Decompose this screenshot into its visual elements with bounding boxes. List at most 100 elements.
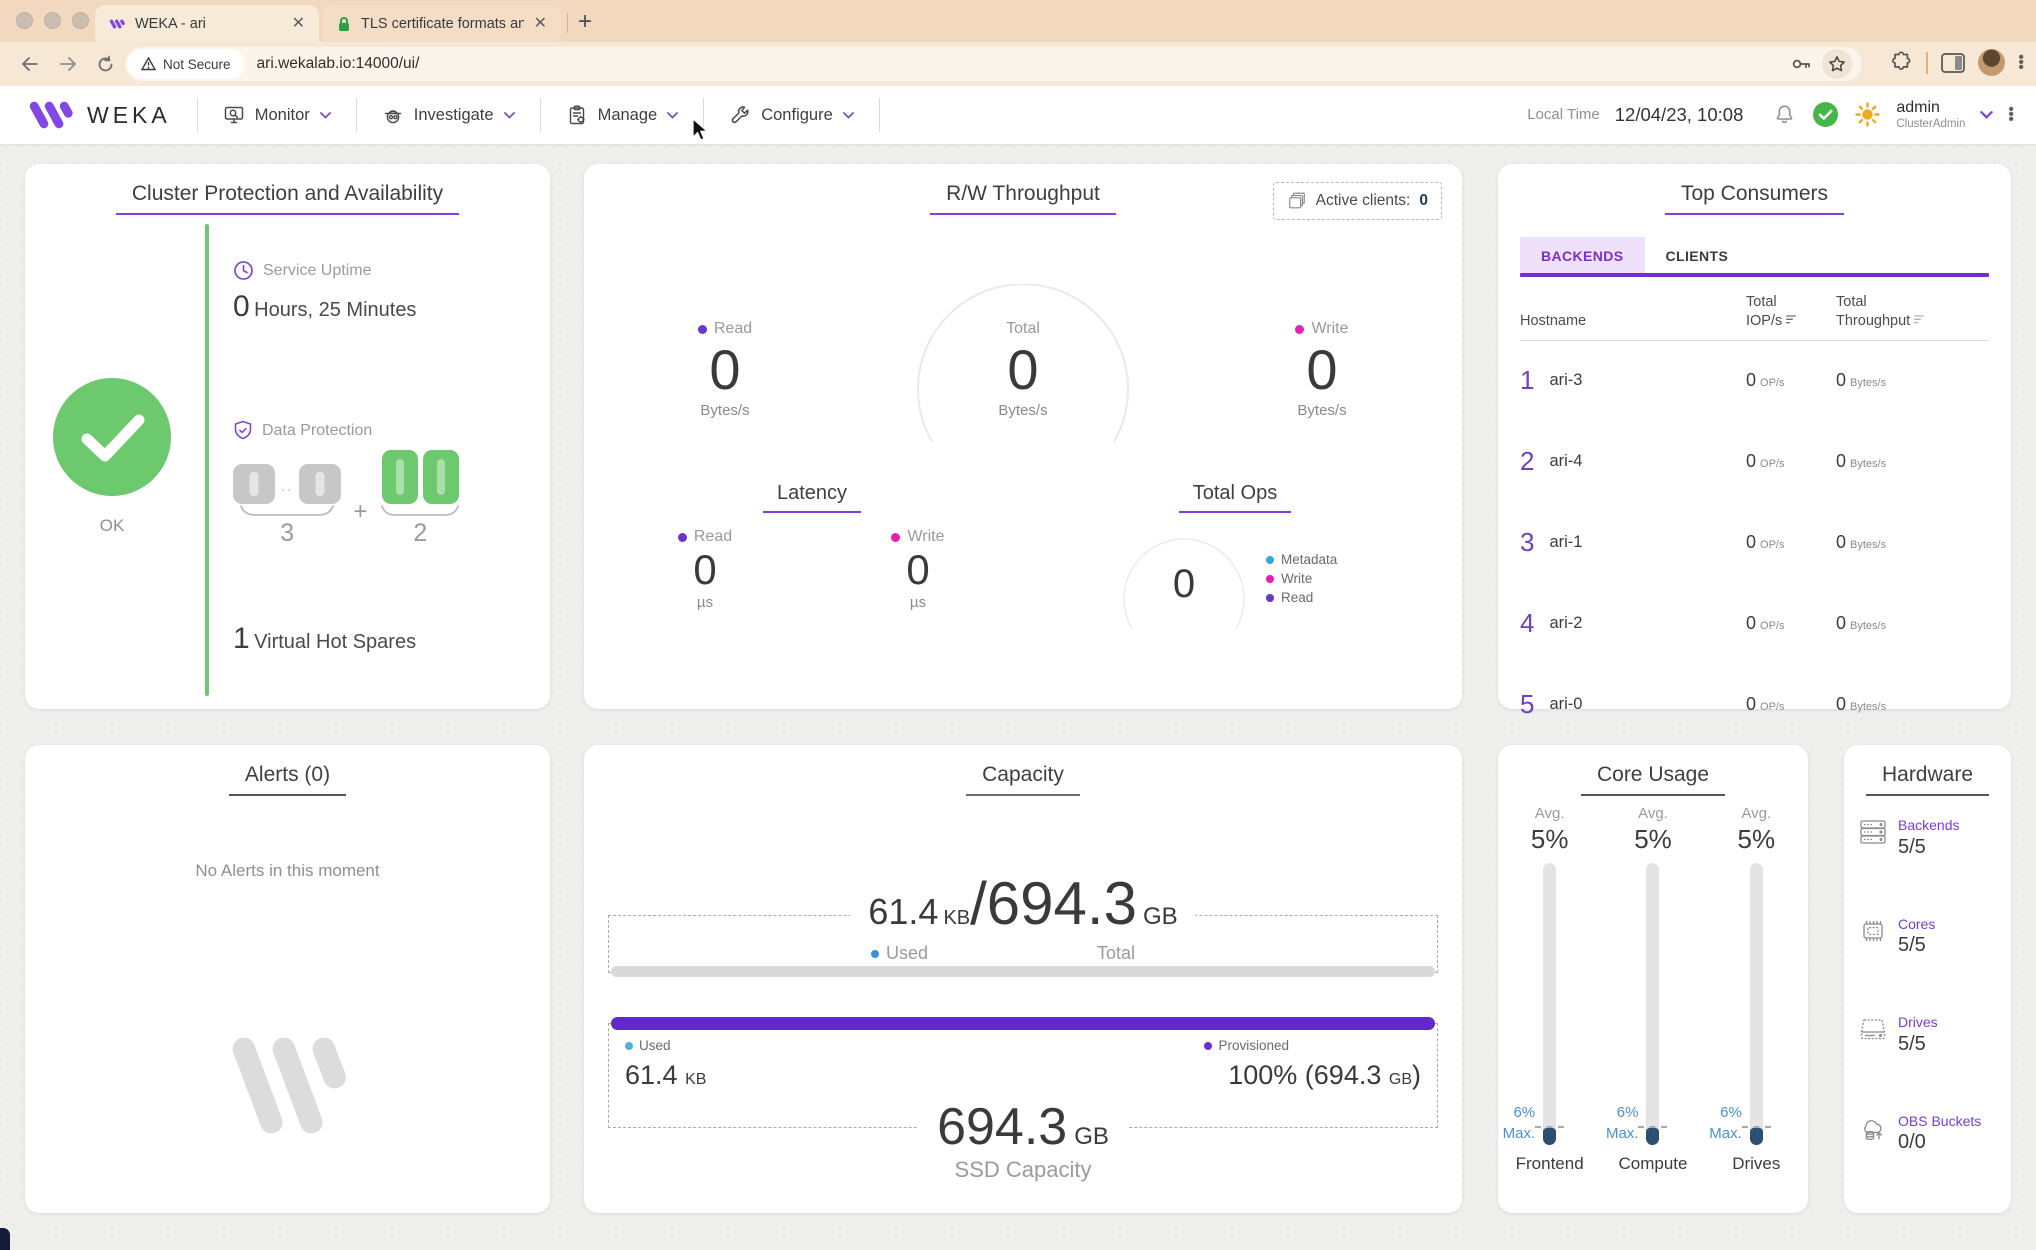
read-dot: [677, 532, 687, 542]
parity-block-count: 2: [413, 519, 428, 547]
security-chip[interactable]: Not Secure: [127, 49, 245, 79]
sort-icon[interactable]: [1914, 315, 1925, 324]
panel-capacity: Capacity 61.4 KB /694.3 GB Used Total Us…: [584, 745, 1462, 1213]
write-latency-stat: Write 0 µs: [843, 528, 993, 611]
ssd-capacity-box: Used 61.4 KB Provisioned 100% (694.3 GB)…: [608, 1017, 1438, 1157]
tab-clients[interactable]: CLIENTS: [1665, 248, 1729, 264]
back-icon[interactable]: [20, 55, 40, 73]
panel-title: Top Consumers: [1520, 182, 1989, 215]
menu-investigate[interactable]: Investigate: [355, 98, 540, 132]
rank-number: 3: [1520, 526, 1535, 557]
total-throughput-stat: Total 0 Bytes/s: [998, 320, 1048, 420]
theme-sun-icon[interactable]: [1854, 101, 1881, 128]
panel-title: Core Usage: [1498, 763, 1808, 796]
brace-icon: [240, 505, 335, 516]
hardware-item-obs-buckets[interactable]: OBS Buckets 0/0: [1857, 1113, 2005, 1156]
cluster-status-ok-icon[interactable]: [1812, 101, 1839, 128]
panel-title: Cluster Protection and Availability: [25, 182, 550, 215]
table-row[interactable]: 3 ari-1 0 OP/s 0 Bytes/s: [1520, 526, 1887, 557]
capacity-summary: 61.4 KB /694.3 GB: [850, 869, 1196, 938]
provisioned-value: 100% (694.3 GB): [1228, 1060, 1421, 1090]
chevron-down-icon: [667, 111, 679, 119]
maximize-window-button[interactable]: [72, 12, 89, 29]
weka-brand[interactable]: WEKA: [0, 100, 197, 130]
divider: [205, 224, 209, 696]
column-hostname[interactable]: Hostname: [1520, 312, 1587, 329]
panel-title: R/W Throughput: [584, 182, 1462, 215]
forward-icon[interactable]: [58, 55, 78, 73]
total-ops-gauge-arc: [1123, 538, 1245, 630]
browser-tab-tls[interactable]: TLS certificate formats and t ✕: [323, 5, 561, 42]
hardware-item-drives[interactable]: Drives 5/5: [1857, 1014, 2005, 1057]
extensions-puzzle-icon[interactable]: [1890, 51, 1913, 74]
minimize-window-button[interactable]: [44, 12, 61, 29]
core-gauge-compute: Avg. 5% 6% Max. Compute: [1605, 805, 1688, 1173]
hostname: ari-3: [1549, 370, 1583, 389]
password-key-icon[interactable]: [1790, 53, 1812, 75]
panel-cluster-protection: Cluster Protection and Availability OK S…: [25, 164, 550, 709]
provisioned-label: Provisioned: [1204, 1038, 1289, 1053]
data-protection-scheme: .. 3 + 2: [233, 450, 461, 548]
new-tab-button[interactable]: +: [578, 8, 593, 35]
reload-icon[interactable]: [96, 55, 115, 74]
notifications-bell-icon[interactable]: [1772, 102, 1797, 127]
table-row[interactable]: 5 ari-0 0 OP/s 0 Bytes/s: [1520, 688, 1887, 719]
read-latency-stat: Read 0 µs: [630, 528, 780, 611]
browser-tabstrip: WEKA - ari ✕ TLS certificate formats and…: [0, 0, 2036, 42]
panel-title: Alerts (0): [25, 763, 550, 796]
user-chevron-down-icon[interactable]: [1980, 111, 1994, 119]
rank-number: 4: [1520, 607, 1535, 638]
parity-block: [381, 450, 418, 504]
hardware-item-cores[interactable]: Cores 5/5: [1857, 916, 2005, 959]
hardware-item-backends[interactable]: Backends 5/5: [1857, 817, 2005, 860]
address-bar[interactable]: Not Secure ari.wekalab.io:14000/ui/: [125, 47, 1862, 81]
data-block: [299, 464, 342, 504]
cloud-bucket-icon: [1864, 1119, 1882, 1140]
cpu-chip-icon: [1863, 920, 1883, 941]
parity-blocks-group: 2: [379, 450, 461, 548]
close-tab-icon[interactable]: ✕: [533, 14, 547, 32]
hostname: ari-2: [1549, 613, 1583, 632]
gauge-track: 6% Max.: [1709, 863, 1771, 1145]
close-window-button[interactable]: [16, 12, 33, 29]
menu-configure[interactable]: Configure: [703, 98, 880, 132]
panel-title: Hardware: [1844, 763, 2011, 796]
table-row[interactable]: 1 ari-3 0 OP/s 0 Bytes/s: [1520, 364, 1887, 395]
window-controls[interactable]: [16, 12, 89, 29]
close-tab-icon[interactable]: ✕: [291, 14, 305, 32]
table-row[interactable]: 4 ari-2 0 OP/s 0 Bytes/s: [1520, 607, 1887, 638]
server-rack-icon: [1860, 820, 1886, 844]
browser-tab-weka[interactable]: WEKA - ari ✕: [95, 5, 319, 42]
brace-icon: [381, 505, 460, 516]
hostname: ari-1: [1549, 532, 1583, 551]
tab-backends[interactable]: BACKENDS: [1520, 237, 1645, 273]
panel-alerts: Alerts (0) No Alerts in this moment: [25, 745, 550, 1213]
active-clients-badge[interactable]: Active clients: 0: [1272, 182, 1442, 220]
hostname: ari-0: [1549, 694, 1583, 713]
bookmark-star-icon[interactable]: [1822, 49, 1852, 79]
tabs-underline: [1520, 273, 1989, 277]
service-uptime-label: Service Uptime: [263, 261, 372, 279]
write-throughput-stat: Write 0 Bytes/s: [1295, 320, 1349, 420]
gauge-max-line: [1535, 1126, 1565, 1128]
user-menu[interactable]: admin ClusterAdmin: [1896, 99, 1965, 131]
sort-icon[interactable]: [1786, 315, 1797, 324]
browser-profile-avatar[interactable]: [1978, 49, 2006, 76]
menu-manage[interactable]: Manage: [539, 98, 704, 132]
alerts-empty-message: No Alerts in this moment: [195, 861, 380, 880]
table-row[interactable]: 2 ari-4 0 OP/s 0 Bytes/s: [1520, 445, 1887, 476]
browser-menu-icon[interactable]: • • •: [2018, 49, 2024, 76]
used-dot: [625, 1041, 633, 1050]
sidebar-toggle-icon[interactable]: [1941, 52, 1966, 73]
gauge-name: Frontend: [1515, 1154, 1584, 1173]
menu-label: Manage: [597, 105, 658, 124]
chevron-down-icon: [319, 111, 331, 119]
ssd-used-value: 61.4 KB: [625, 1060, 707, 1090]
column-total-iops[interactable]: Total IOP/s: [1746, 293, 1836, 331]
menu-monitor[interactable]: Monitor: [196, 98, 356, 132]
column-total-throughput[interactable]: Total Throughput: [1836, 293, 1989, 331]
toolbar-divider: [1926, 51, 1929, 74]
user-role: ClusterAdmin: [1896, 117, 1966, 130]
app-overflow-menu-icon[interactable]: • • •: [2008, 101, 2014, 129]
